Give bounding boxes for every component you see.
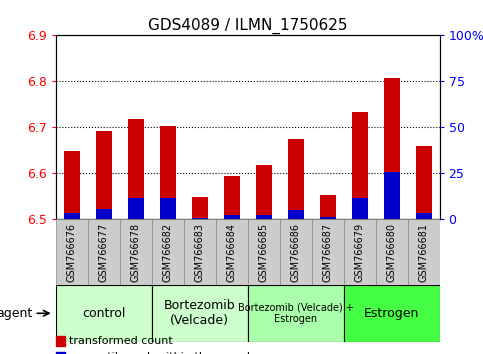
Text: GSM766683: GSM766683 (195, 223, 204, 282)
Bar (152, 285, 248, 342)
Text: GSM766677: GSM766677 (99, 223, 109, 282)
Bar (96, 131, 112, 219)
Text: GSM766682: GSM766682 (163, 223, 172, 282)
Bar (287, 210, 303, 219)
Bar (312, 219, 343, 285)
Bar (96, 209, 112, 219)
Bar (256, 215, 271, 219)
Bar (192, 218, 208, 219)
Text: GSM766685: GSM766685 (258, 223, 269, 282)
Text: Bortezomib (Velcade) +
Estrogen: Bortezomib (Velcade) + Estrogen (238, 302, 354, 324)
Bar (352, 198, 368, 219)
Bar (408, 219, 440, 285)
Text: GSM766686: GSM766686 (291, 223, 300, 282)
Bar (384, 78, 399, 219)
Text: Estrogen: Estrogen (364, 307, 419, 320)
Bar (56, 352, 65, 354)
Bar (159, 126, 175, 219)
Bar (128, 198, 143, 219)
Text: percentile rank within the sample: percentile rank within the sample (69, 352, 257, 354)
Bar (256, 165, 271, 219)
Bar (64, 152, 80, 219)
Bar (128, 119, 143, 219)
Text: GSM766687: GSM766687 (323, 223, 332, 282)
Bar (320, 217, 336, 219)
Bar (215, 219, 248, 285)
Bar (343, 285, 440, 342)
Bar (287, 139, 303, 219)
Bar (184, 219, 215, 285)
Text: GSM766679: GSM766679 (355, 223, 365, 282)
Text: GSM766678: GSM766678 (130, 223, 141, 282)
Bar (343, 219, 376, 285)
Bar (248, 285, 343, 342)
Text: GSM766681: GSM766681 (419, 223, 428, 282)
Bar (56, 219, 87, 285)
Text: control: control (82, 307, 125, 320)
Text: GSM766680: GSM766680 (386, 223, 397, 282)
Text: GSM766676: GSM766676 (67, 223, 76, 282)
Bar (87, 219, 120, 285)
Bar (224, 215, 240, 219)
Bar (376, 219, 408, 285)
Text: GSM766684: GSM766684 (227, 223, 237, 282)
Bar (352, 112, 368, 219)
Bar (384, 172, 399, 219)
Text: Bortezomib
(Velcade): Bortezomib (Velcade) (164, 299, 235, 327)
Title: GDS4089 / ILMN_1750625: GDS4089 / ILMN_1750625 (148, 18, 347, 34)
Bar (320, 195, 336, 219)
Bar (224, 176, 240, 219)
Bar (192, 198, 208, 219)
Text: transformed count: transformed count (69, 336, 173, 346)
Bar (159, 198, 175, 219)
Bar (56, 285, 152, 342)
Text: agent: agent (0, 307, 32, 320)
Bar (56, 336, 65, 346)
Bar (152, 219, 184, 285)
Bar (120, 219, 152, 285)
Bar (64, 213, 80, 219)
Bar (248, 219, 280, 285)
Bar (280, 219, 312, 285)
Bar (415, 213, 431, 219)
Bar (415, 146, 431, 219)
